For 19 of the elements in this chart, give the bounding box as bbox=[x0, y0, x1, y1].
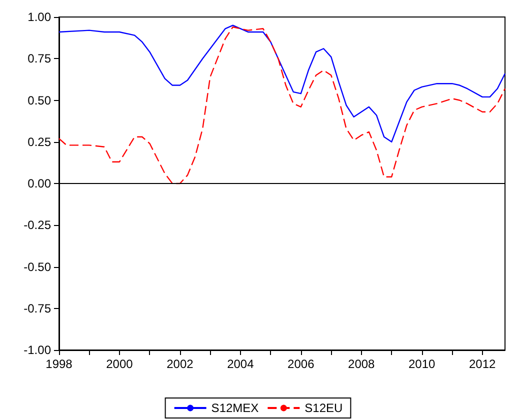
x-tick-label: 1998 bbox=[46, 357, 73, 371]
x-tick-label: 2010 bbox=[408, 357, 436, 371]
x-tick-label: 2008 bbox=[348, 357, 376, 371]
y-tick-label: -0.75 bbox=[24, 301, 52, 316]
y-tick-label: 1.00 bbox=[28, 10, 52, 24]
x-tick-label: 2006 bbox=[288, 357, 315, 371]
y-tick-label: -0.25 bbox=[24, 218, 52, 232]
legend-label: S12EU bbox=[304, 401, 343, 415]
x-tick-label: 2004 bbox=[227, 357, 254, 371]
y-tick-label: 0.75 bbox=[28, 52, 52, 66]
y-tick-label: 0.00 bbox=[28, 176, 52, 190]
y-tick-label: -1.00 bbox=[24, 343, 52, 357]
x-tick-label: 2012 bbox=[468, 357, 496, 371]
y-tick-label: 0.25 bbox=[28, 134, 52, 149]
y-tick-label: 0.50 bbox=[28, 93, 52, 108]
y-tick-label: -0.50 bbox=[24, 260, 52, 274]
legend-label: S12MEX bbox=[211, 401, 259, 415]
x-tick-label: 2002 bbox=[166, 357, 194, 371]
x-tick-label: 2000 bbox=[106, 357, 134, 371]
